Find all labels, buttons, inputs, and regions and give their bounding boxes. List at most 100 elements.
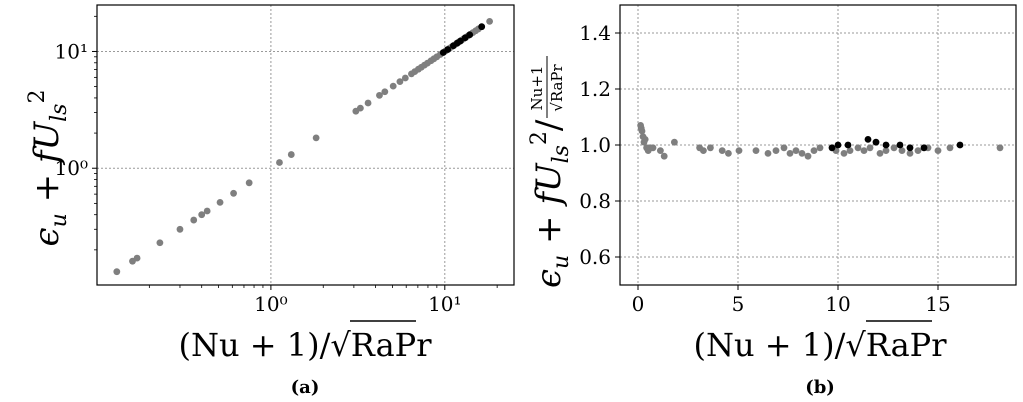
point-b-s0-9 bbox=[649, 144, 657, 152]
point-a-s0-7 bbox=[203, 207, 211, 215]
point-b-s0-43 bbox=[946, 144, 954, 152]
xlabel-a: (Nu + 1)/√RaPr bbox=[179, 326, 433, 364]
point-b-s0-19 bbox=[752, 147, 760, 155]
point-b-s0-30 bbox=[840, 150, 848, 157]
ytick-label-b-3: 1.2 bbox=[579, 77, 611, 101]
point-b-s1-9 bbox=[956, 141, 964, 149]
grid-a bbox=[97, 5, 514, 285]
axes-frame-a bbox=[96, 4, 515, 286]
point-b-s0-5 bbox=[641, 136, 649, 143]
point-a-s0-9 bbox=[230, 189, 237, 197]
point-b-s0-34 bbox=[866, 144, 874, 152]
point-b-s0-32 bbox=[854, 144, 862, 152]
point-a-s0-17 bbox=[376, 91, 383, 99]
xlabel-b: (Nu + 1)/√RaPr bbox=[694, 326, 948, 364]
point-b-s0-33 bbox=[860, 147, 868, 155]
point-b-s0-11 bbox=[660, 152, 668, 160]
caption-b: (b) bbox=[805, 377, 835, 398]
points-b bbox=[637, 122, 1004, 160]
point-b-s1-8 bbox=[920, 144, 928, 152]
point-b-s0-31 bbox=[846, 147, 854, 155]
panel-b: 0 5 10 15 0.6 0.8 1.0 1.2 1.4 ϵu + fUls2/ Nu+1 √… bbox=[527, 4, 1017, 398]
grid-b bbox=[620, 5, 1016, 285]
ytick-label-b-2: 1.0 bbox=[579, 133, 611, 157]
point-b-s0-38 bbox=[898, 147, 906, 155]
point-a-s0-18 bbox=[381, 88, 389, 96]
point-b-s0-10 bbox=[657, 147, 664, 155]
point-a-s0-0 bbox=[113, 268, 121, 276]
point-a-s1-7 bbox=[478, 23, 486, 31]
panel-a: 10⁰ 10¹ 10⁰ 10¹ ϵu + fUls2 (Nu + 1)/√RaPr (… bbox=[25, 4, 515, 398]
point-b-s0-18 bbox=[735, 147, 743, 155]
point-b-s0-20 bbox=[764, 150, 772, 157]
point-b-s0-42 bbox=[934, 147, 942, 155]
points-a bbox=[113, 17, 494, 276]
point-b-s0-37 bbox=[890, 144, 898, 152]
svg-text:ϵu + fUls2/: ϵu + fUls2/ bbox=[527, 119, 574, 288]
point-b-s0-21 bbox=[772, 147, 780, 155]
xtick-label-b-1: 5 bbox=[732, 292, 745, 316]
xtick-label-b-3: 15 bbox=[925, 292, 950, 316]
point-b-s1-0 bbox=[828, 144, 836, 152]
point-a-s0-6 bbox=[198, 211, 206, 219]
point-a-s0-47 bbox=[486, 17, 494, 25]
ytick-label-b-1: 0.8 bbox=[579, 189, 611, 213]
ytick-label-b-0: 0.6 bbox=[579, 245, 611, 269]
ytick-label-a-1: 10¹ bbox=[55, 39, 88, 63]
point-b-s0-39 bbox=[906, 150, 914, 157]
point-a-s0-4 bbox=[176, 225, 184, 233]
ticks-b: 0 5 10 15 0.6 0.8 1.0 1.2 1.4 bbox=[579, 21, 951, 316]
xtick-label-a-0: 10⁰ bbox=[254, 292, 287, 316]
point-a-s0-19 bbox=[389, 82, 397, 90]
point-b-s1-1 bbox=[834, 141, 842, 149]
point-a-s0-2 bbox=[133, 254, 141, 262]
ytick-label-a-0: 10⁰ bbox=[55, 156, 88, 180]
point-b-s0-36 bbox=[882, 147, 890, 155]
point-b-s0-17 bbox=[725, 150, 732, 157]
point-b-s0-14 bbox=[700, 147, 707, 155]
point-b-s1-7 bbox=[906, 144, 914, 152]
xtick-label-b-0: 0 bbox=[632, 292, 645, 316]
point-b-s0-27 bbox=[810, 147, 818, 155]
point-b-s0-44 bbox=[996, 144, 1004, 152]
point-a-s0-5 bbox=[190, 216, 198, 224]
point-a-s0-16 bbox=[364, 99, 372, 107]
point-a-s0-3 bbox=[156, 239, 164, 247]
point-a-s0-12 bbox=[287, 151, 295, 158]
point-a-s0-15 bbox=[356, 104, 364, 112]
point-b-s0-12 bbox=[671, 138, 678, 146]
point-a-s1-4 bbox=[457, 37, 464, 45]
point-a-s1-6 bbox=[466, 31, 474, 39]
point-b-s1-5 bbox=[882, 141, 890, 149]
caption-a: (a) bbox=[291, 377, 320, 398]
point-a-s1-1 bbox=[444, 46, 452, 53]
svg-text:√RaPr: √RaPr bbox=[548, 63, 566, 111]
point-a-s0-20 bbox=[396, 78, 404, 85]
xtick-label-b-2: 10 bbox=[825, 292, 850, 316]
point-b-s1-4 bbox=[872, 138, 880, 146]
ticks-a: 10⁰ 10¹ 10⁰ 10¹ bbox=[55, 15, 498, 316]
point-a-s0-10 bbox=[245, 179, 253, 187]
point-b-s0-26 bbox=[804, 152, 812, 160]
point-b-s0-35 bbox=[876, 150, 884, 157]
point-b-s0-25 bbox=[798, 150, 806, 157]
point-a-s0-21 bbox=[401, 74, 409, 82]
ylabel-a: ϵu + fUls2 bbox=[25, 90, 72, 247]
point-b-s1-2 bbox=[844, 141, 852, 149]
point-b-s1-6 bbox=[896, 141, 904, 149]
point-a-s0-8 bbox=[216, 198, 224, 206]
point-b-s0-2 bbox=[638, 127, 646, 135]
point-b-s0-22 bbox=[780, 144, 788, 152]
point-b-s0-23 bbox=[786, 150, 794, 157]
point-b-s0-15 bbox=[707, 144, 714, 152]
point-b-s0-40 bbox=[914, 147, 922, 155]
ytick-label-b-4: 1.4 bbox=[579, 21, 611, 45]
point-b-s0-16 bbox=[718, 147, 726, 155]
svg-text:Nu+1: Nu+1 bbox=[528, 66, 546, 111]
point-a-s0-13 bbox=[312, 134, 320, 142]
point-b-s1-3 bbox=[864, 136, 872, 143]
xtick-label-a-1: 10¹ bbox=[428, 292, 461, 316]
point-a-s0-11 bbox=[276, 159, 283, 166]
ylabel-b: ϵu + fUls2/ Nu+1 √RaPr bbox=[527, 56, 574, 288]
